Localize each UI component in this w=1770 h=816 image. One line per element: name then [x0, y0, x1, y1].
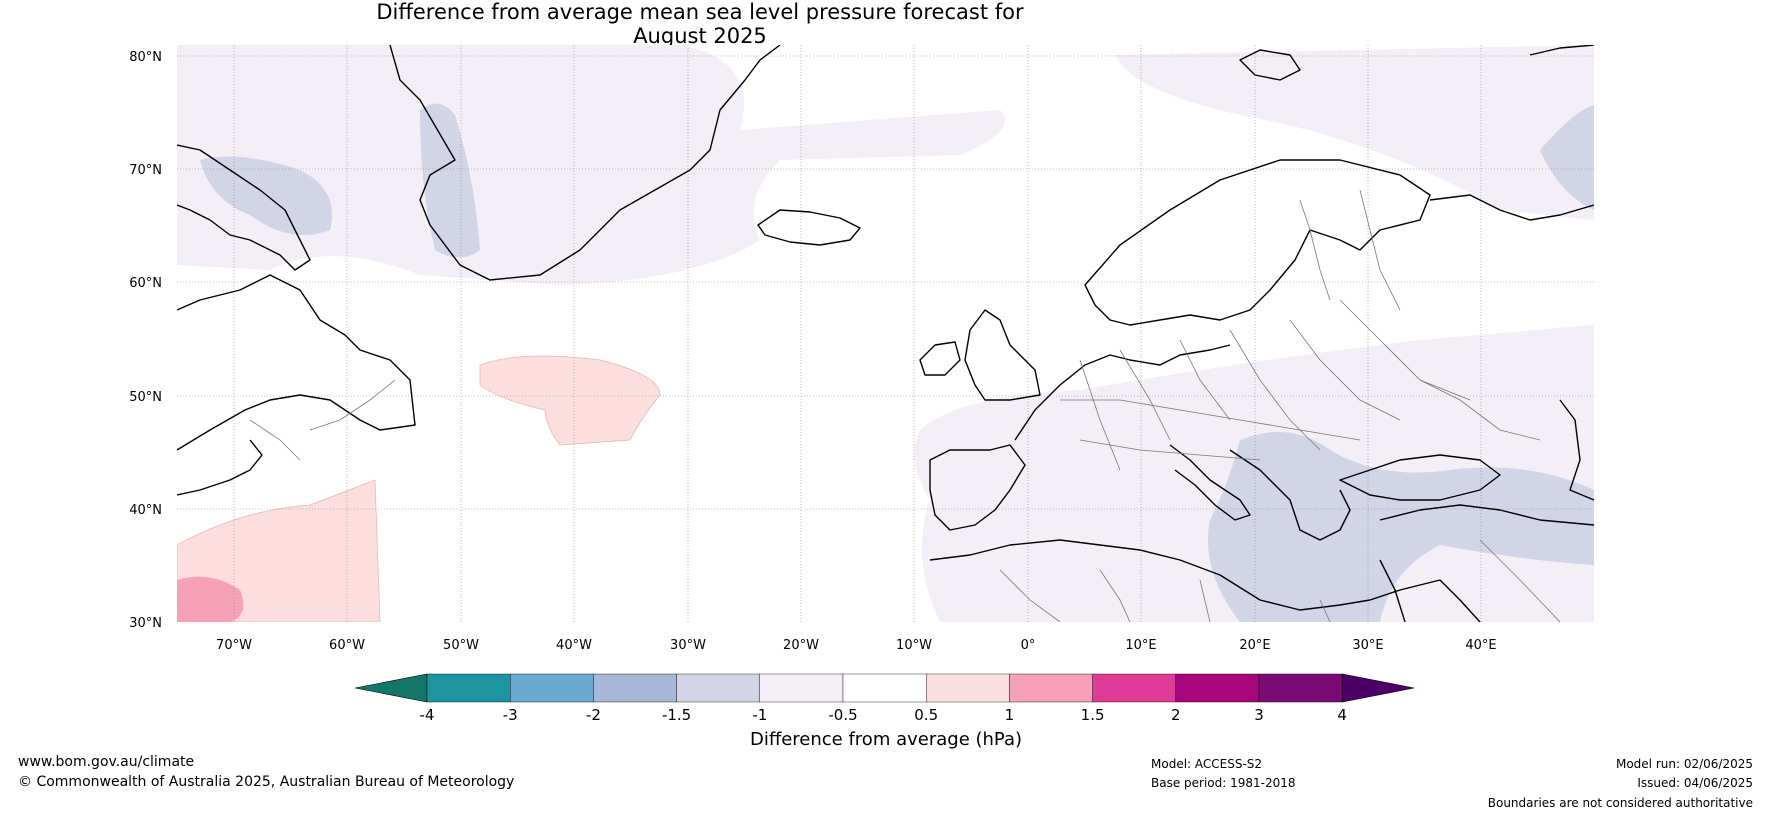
- coast-britain: [964, 309, 1041, 401]
- issued-date: Issued: 04/06/2025: [1637, 776, 1753, 790]
- colorbar-swatch: [593, 673, 677, 703]
- anomaly-labrador-low: [200, 156, 332, 235]
- model-name: Model: ACCESS-S2: [1151, 757, 1263, 771]
- coast-labrador: [177, 274, 416, 451]
- lon-label-20w: 20°W: [783, 638, 819, 653]
- colorbar-tick-label: 1: [1005, 706, 1015, 724]
- lon-label-50w: 50°W: [443, 638, 479, 653]
- anomaly-balkans-low: [1208, 432, 1594, 622]
- lon-label-10w: 10°W: [896, 638, 932, 653]
- country-borders: [249, 189, 1561, 622]
- anomaly-shading: [177, 45, 1594, 622]
- map-title: Difference from average mean sea level p…: [0, 0, 1400, 48]
- coast-europe-main: [1014, 344, 1231, 441]
- base-period: Base period: 1981-2018: [1151, 776, 1296, 790]
- coast-turkey: [1379, 504, 1594, 526]
- coast-levant: [1379, 559, 1406, 622]
- colorbar-tick-label: -0.5: [828, 706, 857, 724]
- colorbar-swatch: [759, 673, 844, 703]
- copyright-text: © Commonwealth of Australia 2025, Austra…: [18, 774, 515, 790]
- colorbar-swatch: [1175, 673, 1260, 703]
- colorbar-tick-label: -1: [752, 706, 767, 724]
- colorbar-tick-label: 1.5: [1081, 706, 1105, 724]
- coast-black-sea: [1339, 454, 1501, 501]
- anomaly-greenland-arctic: [177, 45, 1005, 285]
- colorbar-swatch: [510, 673, 594, 703]
- anomaly-barents: [1115, 45, 1594, 220]
- coast-novaya-zemlya: [1529, 45, 1594, 56]
- lat-label-70: 70°N: [129, 163, 162, 178]
- coast-caspian: [1559, 399, 1594, 501]
- colorbar-extend-low: [354, 673, 428, 703]
- colorbar-swatch: [676, 673, 760, 703]
- lon-label-60w: 60°W: [329, 638, 365, 653]
- lon-label-70w: 70°W: [216, 638, 252, 653]
- colorbar-swatch: [426, 673, 511, 703]
- colorbar-swatch: [1092, 673, 1176, 703]
- coast-italy: [1169, 444, 1251, 521]
- colorbar-tick-label: 4: [1337, 706, 1347, 724]
- lat-label-30: 30°N: [129, 616, 162, 631]
- lon-label-30w: 30°W: [670, 638, 706, 653]
- lon-label-10e: 10°E: [1125, 638, 1156, 653]
- coast-canada-arctic: [177, 144, 311, 271]
- anomaly-barents-low: [1540, 105, 1594, 210]
- lat-label-60: 60°N: [129, 276, 162, 291]
- title-line-1: Difference from average mean sea level p…: [376, 0, 1024, 24]
- anomaly-greenland-low: [420, 103, 480, 258]
- coast-north-africa: [929, 539, 1441, 611]
- anomaly-subtropical-core: [177, 576, 244, 622]
- lat-label-40: 40°N: [129, 503, 162, 518]
- lat-label-50: 50°N: [129, 390, 162, 405]
- colorbar-tick-label: -3: [503, 706, 518, 724]
- boundaries-disclaimer: Boundaries are not considered authoritat…: [1487, 796, 1753, 810]
- anomaly-atlantic-high: [479, 355, 661, 446]
- colorbar-swatches: [354, 673, 1415, 703]
- colorbar-tick-label: -1.5: [662, 706, 691, 724]
- lon-label-20e: 20°E: [1239, 638, 1270, 653]
- title-line-2: August 2025: [633, 24, 767, 48]
- colorbar-swatch: [842, 673, 927, 703]
- colorbar-ticks: -4 -3 -2 -1.5 -1 -0.5 0.5 1 1.5 2 3 4: [420, 706, 1347, 724]
- coast-russia-arctic: [1429, 194, 1594, 221]
- colorbar-swatch: [926, 673, 1010, 703]
- lon-label-40w: 40°W: [556, 638, 592, 653]
- longitude-labels: 70°W 60°W 50°W 40°W 30°W 20°W 10°W 0° 10…: [216, 638, 1497, 653]
- colorbar-swatch: [1009, 673, 1093, 703]
- lon-label-30e: 30°E: [1352, 638, 1383, 653]
- website-link[interactable]: www.bom.gov.au/climate: [18, 754, 195, 770]
- graticule: [177, 45, 1594, 622]
- coast-iberia: [929, 444, 1026, 531]
- colorbar-extend-high: [1341, 673, 1415, 703]
- colorbar-tick-label: 2: [1171, 706, 1181, 724]
- lat-label-80: 80°N: [129, 50, 162, 65]
- coast-iceland: [757, 209, 861, 246]
- lon-label-0: 0°: [1021, 638, 1036, 653]
- colorbar-tick-label: -2: [586, 706, 601, 724]
- coast-red-sea: [1439, 579, 1481, 622]
- colorbar-tick-label: 0.5: [914, 706, 938, 724]
- colorbar: -4 -3 -2 -1.5 -1 -0.5 0.5 1 1.5 2 3 4 Difference fr…: [354, 673, 1415, 750]
- colorbar-swatch: [1258, 673, 1343, 703]
- coast-svalbard: [1239, 49, 1301, 81]
- colorbar-tick-label: -4: [420, 706, 435, 724]
- map-panel: [177, 45, 1594, 622]
- lon-label-40e: 40°E: [1465, 638, 1496, 653]
- coast-ireland: [919, 341, 961, 376]
- coast-us-east: [177, 439, 263, 496]
- model-run: Model run: 02/06/2025: [1615, 757, 1753, 771]
- coast-balkans-greece: [1229, 449, 1351, 541]
- latitude-labels: 80°N 70°N 60°N 50°N 40°N 30°N: [129, 50, 162, 631]
- coast-scandinavia: [1084, 159, 1431, 326]
- colorbar-label: Difference from average (hPa): [750, 729, 1022, 750]
- colorbar-tick-label: 3: [1254, 706, 1264, 724]
- coastlines: [177, 45, 1594, 622]
- coast-greenland: [389, 45, 781, 281]
